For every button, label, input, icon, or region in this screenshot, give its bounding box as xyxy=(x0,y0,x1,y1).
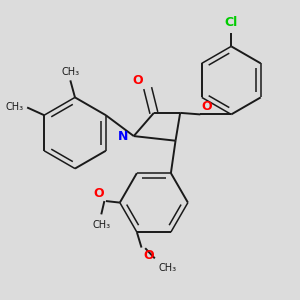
Text: CH₃: CH₃ xyxy=(158,263,177,273)
Text: Cl: Cl xyxy=(225,16,238,29)
Text: CH₃: CH₃ xyxy=(61,67,80,77)
Text: O: O xyxy=(93,187,104,200)
Text: O: O xyxy=(143,249,154,262)
Text: CH₃: CH₃ xyxy=(5,103,23,112)
Text: CH₃: CH₃ xyxy=(92,220,110,230)
Text: O: O xyxy=(202,100,212,113)
Text: N: N xyxy=(118,130,128,142)
Text: O: O xyxy=(132,74,143,87)
